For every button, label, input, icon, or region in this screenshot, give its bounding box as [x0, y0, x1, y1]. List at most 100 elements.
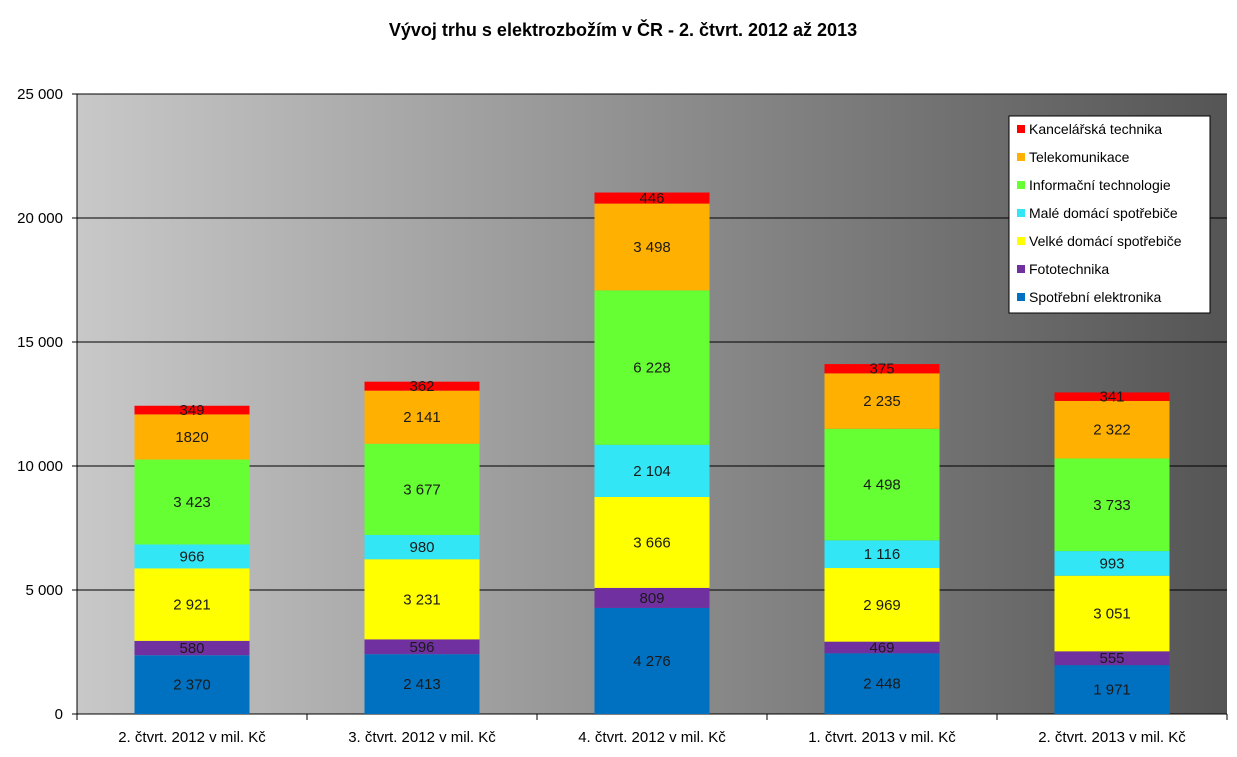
legend-swatch	[1017, 209, 1025, 217]
bar-segment	[824, 364, 940, 374]
data-label: 362	[409, 378, 434, 395]
data-label: 580	[179, 640, 204, 657]
data-label: 3 677	[403, 481, 441, 498]
bars	[134, 192, 1170, 714]
bar-segment	[594, 203, 710, 291]
data-label: 1 116	[864, 546, 900, 563]
bar-segment	[824, 653, 940, 714]
data-label: 809	[639, 590, 664, 607]
data-label: 555	[1099, 650, 1124, 667]
data-label: 993	[1099, 555, 1124, 572]
legend-label: Fototechnika	[1029, 261, 1109, 277]
y-tick-label: 20 000	[17, 210, 63, 227]
data-label: 966	[179, 548, 204, 565]
bar-segment	[594, 192, 710, 204]
bar-segment	[1054, 665, 1170, 714]
chart-title: Vývoj trhu s elektrozbožím v ČR - 2. čtv…	[389, 19, 857, 40]
legend-label: Kancelářská technika	[1029, 121, 1162, 137]
data-label: 3 733	[1093, 497, 1131, 514]
data-label: 3 231	[403, 591, 441, 608]
x-tick-label: 2. čtvrt. 2012 v mil. Kč	[118, 729, 266, 746]
data-label: 446	[639, 190, 664, 207]
data-label: 4 498	[863, 477, 901, 494]
bar-segment	[364, 639, 480, 655]
data-label: 596	[409, 639, 434, 656]
legend-label: Malé domácí spotřebiče	[1029, 205, 1178, 221]
bar-segment	[824, 373, 940, 429]
data-label: 2 413	[403, 676, 441, 693]
legend: Kancelářská technika Telekomunikace Inform…	[1008, 115, 1211, 314]
data-label: 1 971	[1093, 682, 1131, 699]
legend-swatch	[1017, 293, 1025, 301]
bar-segment	[1054, 458, 1170, 552]
bar-segment	[364, 654, 480, 714]
data-label: 469	[869, 639, 894, 656]
bar-segment	[364, 559, 480, 640]
data-label: 3 423	[173, 494, 211, 511]
data-label: 4 276	[633, 653, 671, 670]
x-tick-label: 2. čtvrt. 2013 v mil. Kč	[1038, 729, 1186, 746]
bar-segment	[594, 290, 710, 445]
y-tick-label: 10 000	[17, 458, 63, 475]
data-label: 1820	[175, 429, 208, 446]
data-label: 2 235	[863, 393, 901, 410]
x-tick-label: 3. čtvrt. 2012 v mil. Kč	[348, 729, 496, 746]
data-label: 2 370	[173, 677, 211, 694]
y-tick-label: 25 000	[17, 86, 63, 103]
legend-box	[1008, 115, 1211, 314]
legend-swatch	[1017, 153, 1025, 161]
bar-segment	[594, 496, 710, 588]
data-label: 6 228	[633, 360, 671, 377]
bar-segment	[134, 640, 250, 656]
legend-label: Velké domácí spotřebiče	[1029, 233, 1182, 249]
bar-segment	[824, 641, 940, 654]
data-label: 2 448	[863, 676, 901, 693]
data-labels: 2 370 580 2 921 966 3 423 1820 349 2 413 596 3 23…	[173, 190, 1131, 698]
bar-segment	[594, 444, 710, 497]
bar-segment	[134, 405, 250, 415]
x-axis: 2. čtvrt. 2012 v mil. Kč 3. čtvrt. 2012 v…	[76, 713, 1228, 746]
bar-segment	[134, 544, 250, 569]
y-tick-label: 5 000	[25, 582, 63, 599]
bar-segment	[364, 534, 480, 560]
bar-segment	[134, 568, 250, 641]
legend-swatch	[1017, 237, 1025, 245]
legend-label: Spotřební elektronika	[1029, 289, 1162, 305]
data-label: 3 666	[633, 534, 671, 551]
x-tick-label: 1. čtvrt. 2013 v mil. Kč	[808, 729, 956, 746]
bar-segment	[1054, 575, 1170, 652]
bar-segment	[594, 587, 710, 608]
legend-swatch	[1017, 181, 1025, 189]
bar-segment	[1054, 392, 1170, 401]
data-label: 375	[869, 361, 894, 378]
data-label: 349	[179, 402, 204, 419]
data-label: 3 498	[633, 239, 671, 256]
data-label: 2 921	[173, 597, 211, 614]
bar-segment	[594, 607, 710, 714]
bar-segment	[824, 540, 940, 569]
data-label: 3 051	[1093, 606, 1131, 623]
data-label: 2 322	[1093, 422, 1131, 439]
bar-segment	[1054, 651, 1170, 666]
bar-segment	[364, 390, 480, 444]
bar-segment	[364, 443, 480, 535]
bar-segment	[1054, 400, 1170, 459]
data-label: 2 104	[633, 463, 671, 480]
y-axis: 0 5 000 10 000 15 000 20 000 25 000	[17, 86, 78, 723]
bar-segment	[134, 414, 250, 460]
legend-swatch	[1017, 125, 1025, 133]
bar-segment	[134, 459, 250, 545]
legend-swatch	[1017, 265, 1025, 273]
bar-segment	[134, 655, 250, 714]
data-label: 2 969	[863, 597, 901, 614]
data-label: 341	[1099, 389, 1124, 406]
x-tick-label: 4. čtvrt. 2012 v mil. Kč	[578, 729, 726, 746]
legend-label: Telekomunikace	[1029, 149, 1130, 165]
y-tick-label: 15 000	[17, 334, 63, 351]
bar-segment	[824, 568, 940, 642]
data-label: 2 141	[403, 409, 441, 426]
bar-segment	[824, 428, 940, 541]
bar-segment	[364, 381, 480, 391]
bar-segment	[1054, 551, 1170, 576]
